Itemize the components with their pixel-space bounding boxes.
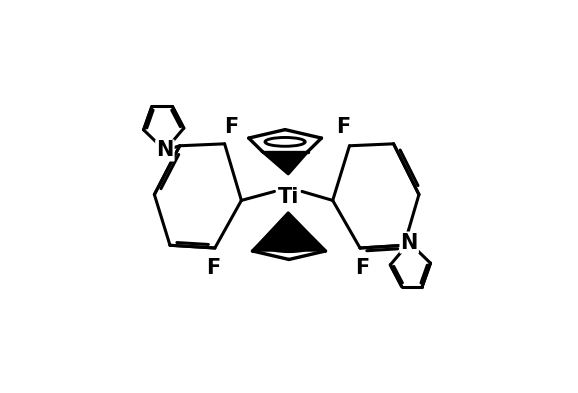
Text: F: F — [206, 258, 220, 278]
Text: F: F — [355, 258, 369, 278]
Text: N: N — [401, 233, 418, 253]
Polygon shape — [253, 213, 325, 251]
Text: Ti: Ti — [277, 187, 299, 207]
Text: F: F — [336, 117, 351, 137]
Text: N: N — [156, 140, 173, 160]
Polygon shape — [262, 152, 307, 174]
Text: F: F — [224, 118, 239, 138]
